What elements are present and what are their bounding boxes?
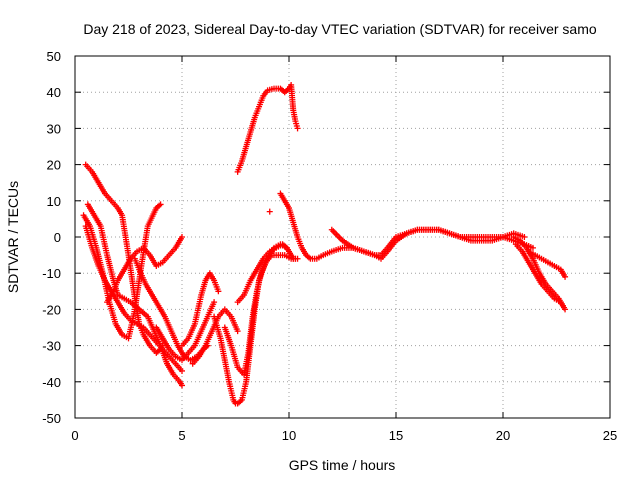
data-point bbox=[266, 208, 273, 215]
data-point bbox=[157, 201, 164, 208]
x-axis-label: GPS time / hours bbox=[289, 457, 396, 473]
series-arc-l bbox=[234, 241, 299, 306]
y-tick-label: -20 bbox=[42, 302, 61, 317]
data-point bbox=[529, 244, 536, 251]
data-point bbox=[179, 367, 185, 374]
series-arc-n bbox=[277, 190, 536, 262]
series-arc-m bbox=[234, 81, 301, 175]
series-stray bbox=[266, 208, 273, 215]
series-arc-o bbox=[328, 226, 528, 262]
chart-title: Day 218 of 2023, Sidereal Day-to-day VTE… bbox=[83, 21, 596, 37]
data-point bbox=[562, 273, 569, 280]
x-tick-label: 5 bbox=[178, 428, 185, 443]
y-tick-label: 30 bbox=[47, 121, 61, 136]
y-axis-label: SDTVAR / TECUs bbox=[5, 181, 21, 293]
y-tick-label: -40 bbox=[42, 375, 61, 390]
x-tick-label: 15 bbox=[389, 428, 403, 443]
tick-layer: 0 5 10 15 20 25 -50 -40 -30 -20 -10 0 10 20 30 40 50 bbox=[42, 49, 617, 443]
y-tick-label: 20 bbox=[47, 158, 61, 173]
data-point bbox=[292, 255, 299, 262]
data-point bbox=[179, 382, 185, 389]
data-point bbox=[562, 306, 569, 313]
y-tick-label: 10 bbox=[47, 194, 61, 209]
y-tick-label: 0 bbox=[54, 230, 61, 245]
series-arc-f bbox=[131, 255, 211, 364]
y-tick-label: -10 bbox=[42, 266, 61, 281]
x-tick-label: 10 bbox=[282, 428, 296, 443]
series-arc-g bbox=[153, 299, 218, 364]
data-point bbox=[234, 328, 241, 335]
y-tick-label: -30 bbox=[42, 339, 61, 354]
x-tick-label: 25 bbox=[603, 428, 617, 443]
series-arc-q bbox=[512, 241, 569, 313]
y-tick-label: 40 bbox=[47, 85, 61, 100]
y-tick-label: -50 bbox=[42, 411, 61, 426]
data-point bbox=[211, 299, 218, 306]
series-arc-r bbox=[525, 248, 569, 280]
series-arc-e bbox=[104, 234, 185, 306]
series-arc-k bbox=[221, 241, 290, 378]
data-point bbox=[294, 125, 301, 132]
x-tick-label: 0 bbox=[71, 428, 78, 443]
x-tick-label: 20 bbox=[496, 428, 510, 443]
series-arc-h bbox=[179, 270, 222, 349]
y-tick-label: 50 bbox=[47, 49, 61, 64]
data-point bbox=[521, 234, 528, 240]
data-point bbox=[179, 234, 185, 240]
data-layer bbox=[80, 81, 569, 407]
data-point bbox=[215, 288, 222, 295]
grid-layer bbox=[75, 56, 610, 418]
